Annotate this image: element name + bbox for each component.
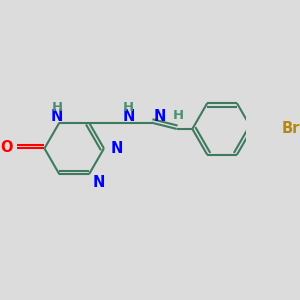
Text: N: N: [154, 109, 167, 124]
Text: N: N: [123, 109, 135, 124]
Text: N: N: [51, 109, 63, 124]
Text: H: H: [51, 101, 62, 114]
Text: O: O: [1, 140, 13, 155]
Text: H: H: [173, 109, 184, 122]
Text: N: N: [111, 141, 123, 156]
Text: H: H: [123, 101, 134, 114]
Text: N: N: [93, 175, 105, 190]
Text: Br: Br: [281, 122, 300, 136]
